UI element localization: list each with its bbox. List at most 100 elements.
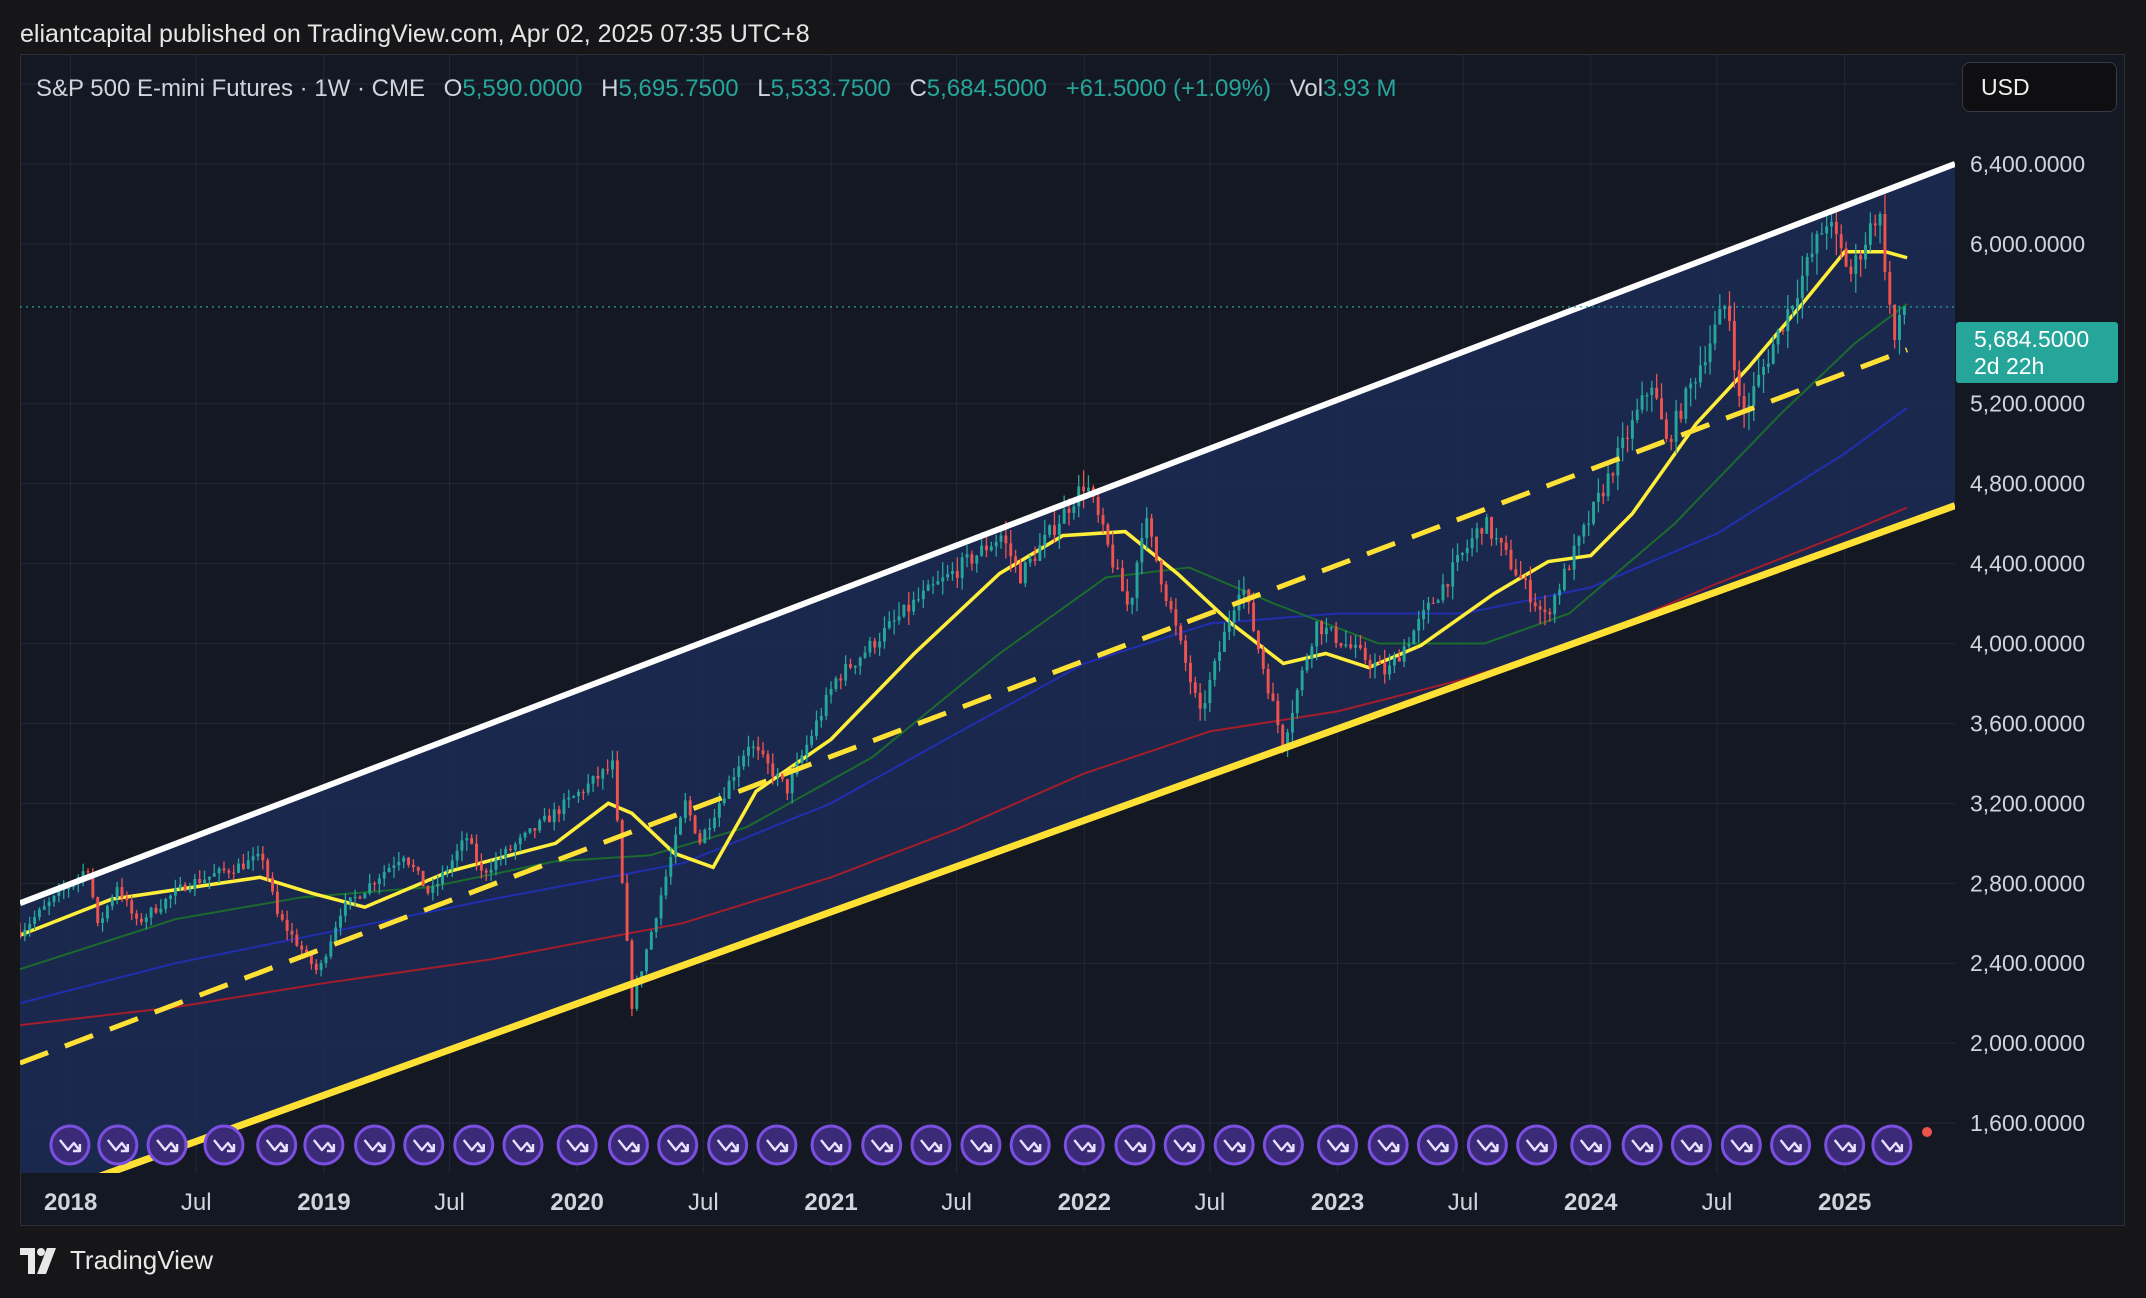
close-label: C bbox=[909, 75, 927, 102]
event-marker-icon[interactable] bbox=[607, 1124, 649, 1166]
candle-body bbox=[1664, 419, 1668, 440]
symbol-title[interactable]: S&P 500 E-mini Futures · 1W · CME bbox=[36, 75, 425, 102]
candle-body bbox=[649, 931, 653, 950]
event-marker-icon[interactable] bbox=[1262, 1124, 1304, 1166]
candle-body bbox=[955, 571, 959, 578]
event-marker-icon[interactable] bbox=[1570, 1124, 1612, 1166]
brand[interactable]: TradingView bbox=[20, 1245, 213, 1276]
candle-body bbox=[203, 879, 207, 883]
currency-selector[interactable]: USD bbox=[1962, 62, 2117, 112]
candle-body bbox=[334, 927, 338, 942]
x-tick-label: 2019 bbox=[297, 1189, 350, 1216]
notification-dot-icon bbox=[1922, 1127, 1932, 1137]
event-marker-icon[interactable] bbox=[1063, 1124, 1105, 1166]
candle-body bbox=[1062, 508, 1066, 524]
event-marker-icon[interactable] bbox=[146, 1124, 188, 1166]
event-marker-icon[interactable] bbox=[203, 1124, 245, 1166]
event-marker-icon[interactable] bbox=[1516, 1124, 1558, 1166]
candle-body bbox=[37, 909, 41, 918]
candle-body bbox=[1018, 562, 1022, 584]
candle-body bbox=[86, 871, 90, 873]
event-marker-icon[interactable] bbox=[453, 1124, 495, 1166]
candle-body bbox=[1169, 600, 1173, 610]
event-marker-icon[interactable] bbox=[910, 1124, 952, 1166]
candle-body bbox=[659, 895, 663, 919]
event-marker-icon[interactable] bbox=[256, 1124, 298, 1166]
event-marker-ring bbox=[1720, 1124, 1762, 1166]
event-marker-icon[interactable] bbox=[756, 1124, 798, 1166]
symbol-legend: S&P 500 E-mini Futures · 1W · CME O5,590… bbox=[36, 75, 1397, 103]
event-marker-icon[interactable] bbox=[1114, 1124, 1156, 1166]
candle-body bbox=[101, 918, 105, 924]
y-tick-label: 5,200.0000 bbox=[1970, 391, 2085, 417]
event-marker-arrow bbox=[1123, 1139, 1147, 1153]
event-marker-icon[interactable] bbox=[1416, 1124, 1458, 1166]
candle-body bbox=[1373, 662, 1377, 668]
candle-body bbox=[275, 891, 279, 914]
event-marker-ring bbox=[49, 1124, 91, 1166]
candle-body bbox=[1616, 448, 1620, 476]
event-marker-icon[interactable] bbox=[1163, 1124, 1205, 1166]
candle-body bbox=[1650, 387, 1654, 396]
event-marker-icon[interactable] bbox=[1720, 1124, 1762, 1166]
top-bar: eliantcapital published on TradingView.c… bbox=[0, 0, 2146, 54]
event-marker-icon[interactable] bbox=[303, 1124, 345, 1166]
candle-body bbox=[144, 917, 148, 923]
candle-body bbox=[377, 878, 381, 885]
event-marker-ring bbox=[146, 1124, 188, 1166]
candle-body bbox=[1159, 560, 1163, 585]
event-marker-icon[interactable] bbox=[1871, 1124, 1913, 1166]
candle-body bbox=[1213, 660, 1217, 680]
event-marker-icon[interactable] bbox=[1824, 1124, 1866, 1166]
event-marker-icon[interactable] bbox=[49, 1124, 91, 1166]
candle-body bbox=[300, 945, 304, 950]
event-marker-ring bbox=[960, 1124, 1002, 1166]
candle-body bbox=[1028, 558, 1032, 563]
event-marker-arrow bbox=[969, 1139, 993, 1153]
event-marker-icon[interactable] bbox=[403, 1124, 445, 1166]
event-marker-icon[interactable] bbox=[960, 1124, 1002, 1166]
event-marker-icon[interactable] bbox=[354, 1124, 396, 1166]
candle-body bbox=[1256, 630, 1260, 650]
event-marker-icon[interactable] bbox=[502, 1124, 544, 1166]
event-marker-ring bbox=[97, 1124, 139, 1166]
event-marker-icon[interactable] bbox=[810, 1124, 852, 1166]
event-marker-icon[interactable] bbox=[97, 1124, 139, 1166]
event-marker-icon[interactable] bbox=[1670, 1124, 1712, 1166]
event-marker-icon[interactable] bbox=[861, 1124, 903, 1166]
candle-body bbox=[980, 545, 984, 556]
event-marker-icon[interactable] bbox=[1213, 1124, 1255, 1166]
event-marker-icon[interactable] bbox=[707, 1124, 749, 1166]
candle-body bbox=[790, 774, 794, 794]
event-marker-arrow bbox=[1730, 1139, 1753, 1153]
candle-body bbox=[1771, 344, 1775, 364]
bar-countdown: 2d 22h bbox=[1974, 353, 2045, 379]
candle-body bbox=[1086, 487, 1090, 492]
candle-body bbox=[130, 900, 134, 914]
event-marker-icon[interactable] bbox=[1317, 1124, 1359, 1166]
candle-body bbox=[1150, 518, 1154, 537]
candle-body bbox=[815, 720, 818, 737]
event-marker-icon[interactable] bbox=[1009, 1124, 1051, 1166]
event-marker-ring bbox=[453, 1124, 495, 1166]
event-marker-icon[interactable] bbox=[1770, 1124, 1812, 1166]
candle-body bbox=[1825, 226, 1829, 234]
event-marker-icon[interactable] bbox=[1466, 1124, 1508, 1166]
event-marker-icon[interactable] bbox=[1621, 1124, 1663, 1166]
candle-body bbox=[421, 870, 425, 887]
candle-body bbox=[1796, 298, 1799, 307]
candle-body bbox=[193, 879, 197, 890]
event-marker-icon[interactable] bbox=[556, 1124, 598, 1166]
candle-body bbox=[42, 906, 46, 910]
candle-body bbox=[713, 817, 716, 828]
event-marker-arrow bbox=[1173, 1139, 1196, 1153]
event-marker-icon[interactable] bbox=[1367, 1124, 1409, 1166]
candle-body bbox=[1703, 362, 1707, 366]
candle-body bbox=[654, 918, 658, 932]
x-tick-label: Jul bbox=[434, 1189, 465, 1216]
candle-body bbox=[941, 577, 945, 582]
candle-body bbox=[164, 899, 168, 909]
event-marker-icon[interactable] bbox=[657, 1124, 699, 1166]
event-marker-ring bbox=[1871, 1124, 1913, 1166]
